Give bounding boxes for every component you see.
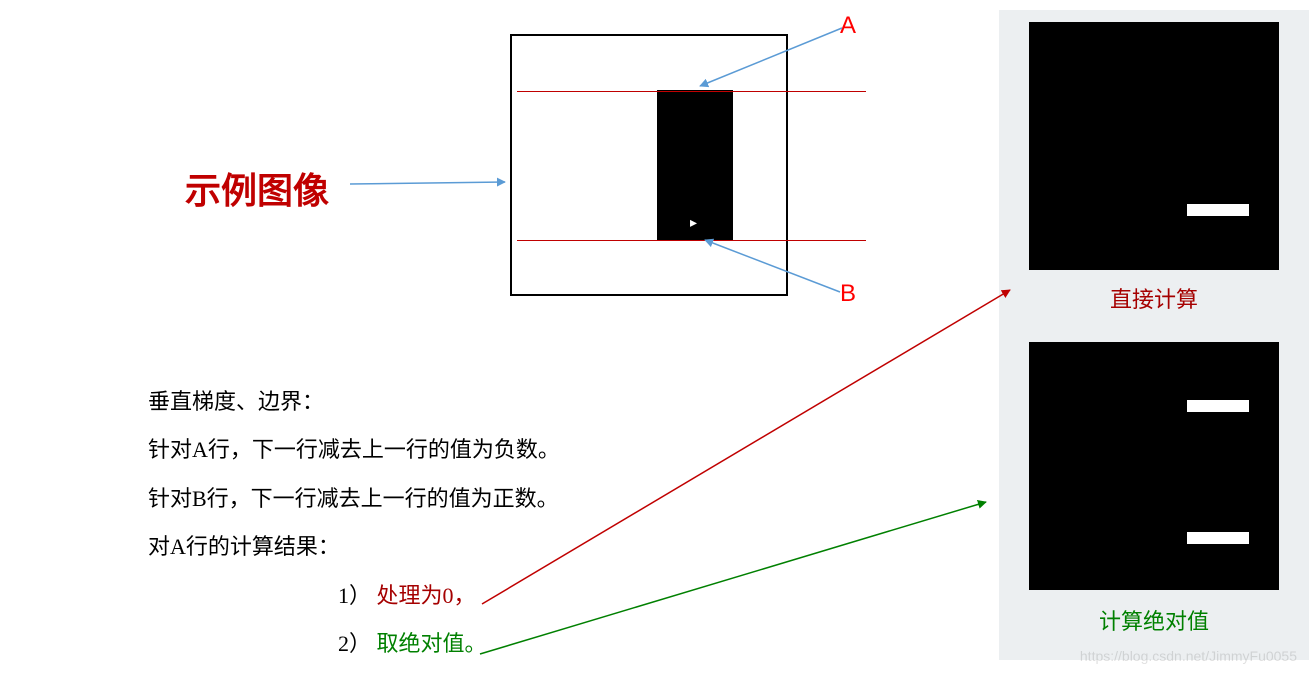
line-b (517, 240, 866, 241)
label-b: B (840, 280, 856, 308)
text-line2: 针对A行，下一行减去上一行的值为负数。 (148, 426, 560, 474)
caption-abs: 计算绝对值 (999, 604, 1309, 636)
example-image-box: ▸ (510, 34, 788, 296)
cursor-icon: ▸ (690, 214, 697, 231)
slide-root: { "title": "示例图像", "labels": { "A": "A",… (0, 0, 1309, 674)
option-2: 2） 取绝对值。 (148, 620, 560, 668)
option-1: 1） 处理为0， (148, 572, 560, 620)
text-line3: 针对B行，下一行减去上一行的值为正数。 (148, 475, 560, 523)
text-line1: 垂直梯度、边界： (148, 378, 560, 426)
output-box-direct (1029, 22, 1279, 270)
opt1-num: 1） (338, 583, 371, 608)
opt2-text: 取绝对值。 (377, 631, 487, 656)
white-bar-2b (1187, 532, 1249, 544)
title-text: 示例图像 (185, 162, 329, 214)
arrow-title-box (350, 182, 505, 184)
right-panel: 直接计算 计算绝对值 (999, 10, 1309, 660)
opt1-text: 处理为0， (377, 583, 476, 608)
white-bar-2a (1187, 400, 1249, 412)
text-line4: 对A行的计算结果： (148, 523, 560, 571)
arrow-opt1 (482, 290, 1010, 604)
label-a: A (840, 12, 856, 40)
explanation-text: 垂直梯度、边界： 针对A行，下一行减去上一行的值为负数。 针对B行，下一行减去上… (148, 378, 560, 668)
white-bar-1 (1187, 204, 1249, 216)
line-a (517, 91, 866, 92)
output-box-abs (1029, 342, 1279, 590)
opt2-num: 2） (338, 631, 371, 656)
caption-direct: 直接计算 (999, 282, 1309, 314)
watermark: https://blog.csdn.net/JimmyFu0055 (1080, 648, 1297, 664)
